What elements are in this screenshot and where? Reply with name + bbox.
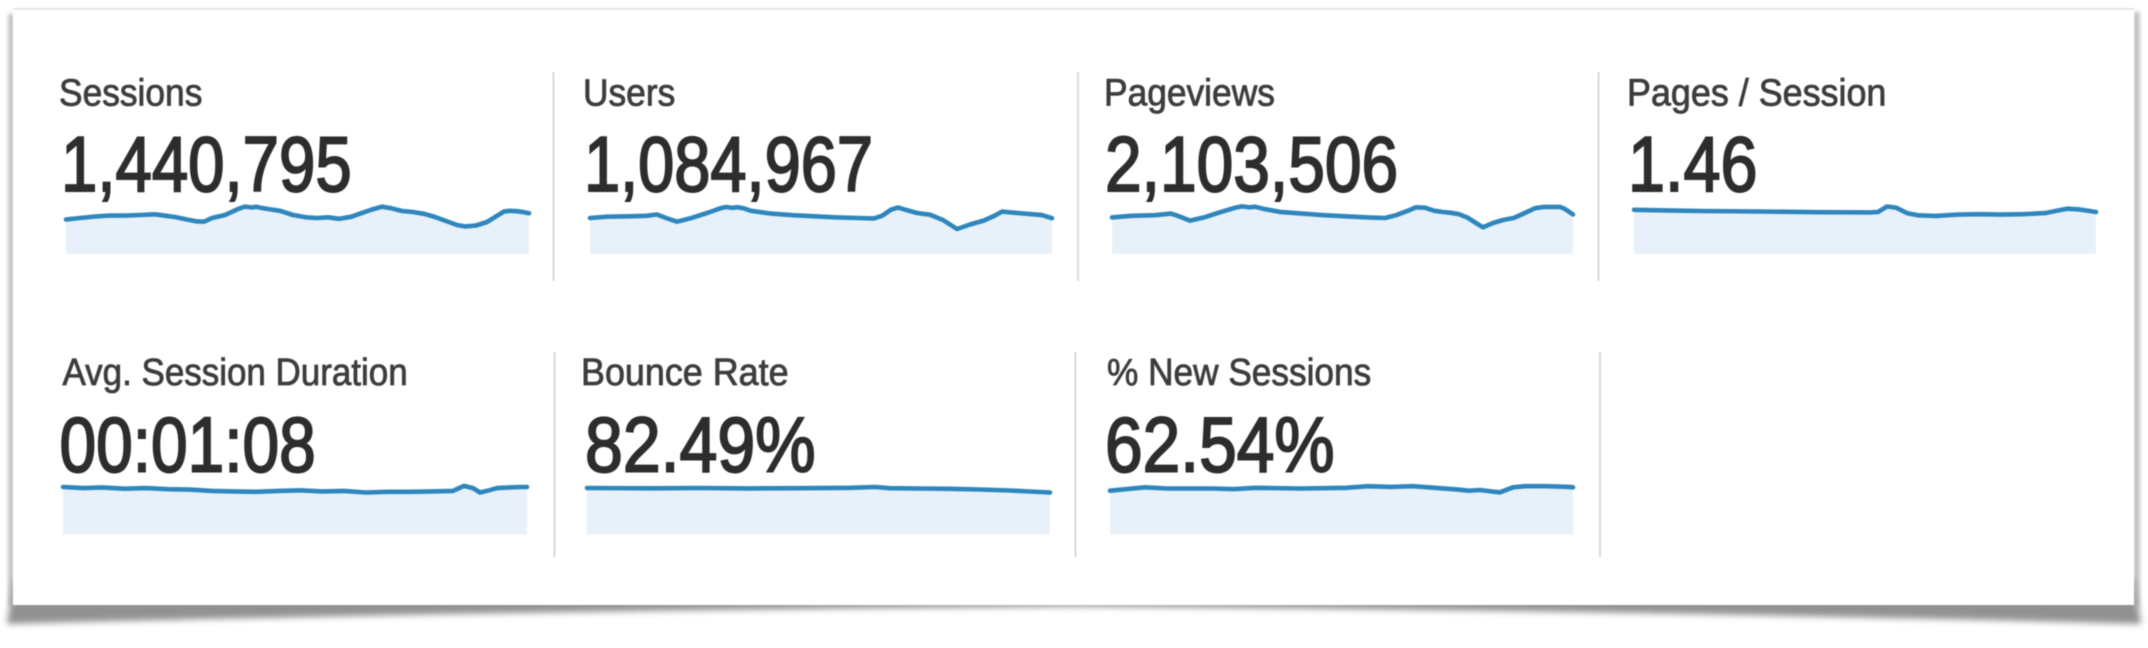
svg-text:62.54%: 62.54% (1105, 402, 1335, 489)
svg-text:Users: Users (583, 71, 675, 113)
svg-text:Avg. Session Duration: Avg. Session Duration (63, 351, 408, 394)
svg-text:1.46: 1.46 (1628, 121, 1757, 208)
svg-text:Sessions: Sessions (59, 71, 202, 113)
svg-text:2,103,506: 2,103,506 (1105, 122, 1398, 208)
svg-text:Pages / Session: Pages / Session (1627, 72, 1886, 114)
svg-text:82.49%: 82.49% (585, 401, 816, 488)
svg-text:00:01:08: 00:01:08 (60, 402, 316, 488)
svg-text:Pageviews: Pageviews (1104, 71, 1275, 113)
svg-text:1,084,967: 1,084,967 (584, 121, 873, 208)
svg-text:% New Sessions: % New Sessions (1107, 351, 1371, 394)
svg-text:Bounce Rate: Bounce Rate (581, 351, 789, 393)
svg-text:1,440,795: 1,440,795 (61, 122, 352, 209)
